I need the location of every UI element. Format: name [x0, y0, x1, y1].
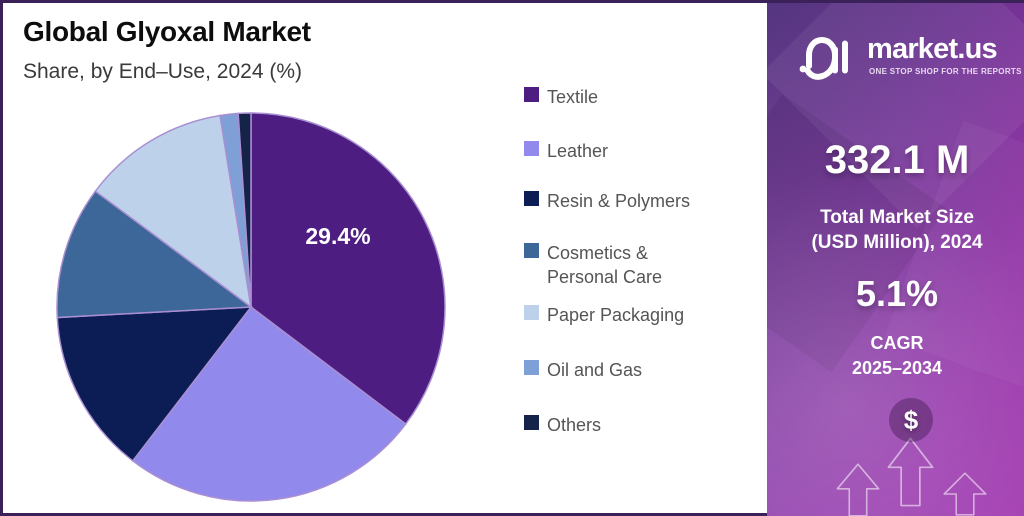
svg-text:29.4%: 29.4%	[305, 223, 370, 249]
